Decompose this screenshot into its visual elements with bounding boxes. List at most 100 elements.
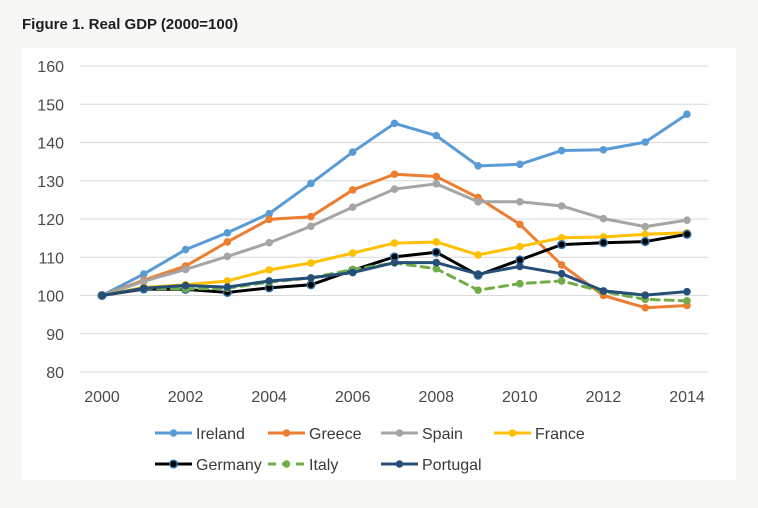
legend-marker-portugal: [395, 460, 404, 468]
data-point-greece: [307, 212, 315, 221]
x-tick-label: 2014: [669, 389, 705, 406]
data-point-greece: [641, 303, 650, 312]
data-point-spain: [390, 185, 399, 193]
data-point-spain: [348, 203, 357, 211]
data-point-france: [432, 238, 441, 246]
data-point-italy: [557, 277, 566, 285]
legend-label-greece: Greece: [309, 426, 362, 443]
series-ireland: [98, 110, 691, 300]
data-point-portugal: [181, 281, 190, 290]
legend-item-france: France: [494, 426, 585, 443]
x-tick-label: 2002: [168, 389, 204, 406]
data-point-france: [474, 251, 482, 259]
series-lines: [97, 110, 692, 312]
y-tick-label: 110: [38, 250, 64, 267]
data-point-france: [516, 242, 524, 251]
y-tick-label: 140: [37, 136, 64, 153]
y-tick-label: 150: [37, 97, 64, 114]
data-point-portugal: [474, 270, 482, 278]
data-point-portugal: [265, 277, 273, 285]
legend-label-ireland: Ireland: [196, 426, 245, 443]
legend-label-portugal: Portugal: [422, 457, 482, 474]
data-point-ireland: [557, 146, 566, 155]
y-tick-label: 90: [46, 327, 64, 344]
legend-marker-ireland: [169, 429, 178, 437]
data-point-portugal: [641, 291, 650, 299]
data-point-france: [307, 259, 315, 267]
x-axis-ticks: 2000 2002 2004 2006 2008 2010 2012 2014: [84, 389, 705, 406]
data-point-ireland: [181, 245, 190, 254]
data-point-germany: [431, 247, 441, 257]
data-point-italy: [516, 279, 524, 288]
legend-item-germany: Germany: [155, 457, 262, 474]
legend-item-italy: Italy: [268, 457, 338, 474]
x-tick-label: 2004: [251, 389, 287, 406]
y-tick-label: 130: [37, 174, 64, 191]
data-point-france: [390, 239, 399, 247]
legend-item-spain: Spain: [381, 426, 463, 443]
data-point-france: [557, 233, 566, 242]
y-tick-label: 100: [37, 289, 64, 306]
data-point-italy: [432, 264, 441, 273]
data-point-spain: [683, 216, 691, 224]
data-point-germany: [682, 229, 692, 239]
y-tick-label: 160: [37, 59, 64, 76]
data-point-portugal: [98, 291, 106, 300]
data-point-greece: [390, 170, 399, 179]
data-point-portugal: [516, 262, 524, 271]
x-tick-label: 2012: [586, 389, 622, 406]
data-point-ireland: [516, 160, 524, 169]
data-point-spain: [474, 197, 482, 206]
y-tick-label: 120: [37, 212, 64, 229]
legend-label-italy: Italy: [309, 457, 338, 474]
x-tick-label: 2006: [335, 389, 371, 406]
data-point-spain: [432, 180, 441, 188]
data-point-portugal: [348, 268, 357, 277]
data-point-france: [348, 249, 357, 257]
data-point-greece: [432, 172, 441, 181]
data-point-germany: [640, 237, 650, 247]
data-point-greece: [348, 186, 357, 194]
data-point-spain: [641, 222, 650, 231]
y-tick-label: 80: [46, 365, 64, 382]
legend-marker-italy: [282, 460, 291, 468]
data-point-portugal: [432, 258, 441, 267]
data-point-ireland: [641, 138, 650, 146]
series-spain: [98, 180, 691, 300]
legend-marker-germany: [168, 459, 179, 469]
data-point-spain: [307, 222, 315, 231]
data-point-spain: [181, 265, 190, 274]
legend-marker-greece: [282, 429, 291, 437]
data-point-greece: [557, 261, 566, 269]
data-point-germany: [598, 238, 608, 248]
data-point-ireland: [139, 270, 148, 278]
legend-item-ireland: Ireland: [155, 426, 245, 443]
chart-title: Figure 1. Real GDP (2000=100): [22, 16, 239, 33]
data-point-portugal: [599, 287, 608, 295]
data-point-france: [223, 277, 232, 285]
data-point-ireland: [348, 148, 357, 156]
data-point-italy: [474, 286, 482, 294]
data-point-greece: [516, 220, 524, 229]
x-tick-label: 2008: [418, 389, 454, 406]
data-point-portugal: [390, 258, 399, 267]
data-point-france: [265, 266, 273, 274]
data-point-spain: [599, 214, 608, 223]
legend-item-greece: Greece: [268, 426, 362, 443]
data-point-ireland: [683, 110, 691, 118]
data-point-spain: [516, 197, 524, 206]
data-point-france: [641, 230, 650, 239]
data-point-ireland: [599, 145, 608, 154]
data-point-greece: [265, 215, 273, 224]
gridlines: [80, 65, 708, 373]
data-point-spain: [265, 238, 273, 247]
data-point-ireland: [307, 179, 315, 188]
data-point-greece: [223, 238, 232, 246]
data-point-portugal: [683, 287, 691, 296]
x-tick-label: 2010: [502, 389, 538, 406]
data-point-spain: [139, 277, 148, 286]
data-point-ireland: [432, 131, 441, 140]
x-tick-label: 2000: [84, 389, 120, 406]
